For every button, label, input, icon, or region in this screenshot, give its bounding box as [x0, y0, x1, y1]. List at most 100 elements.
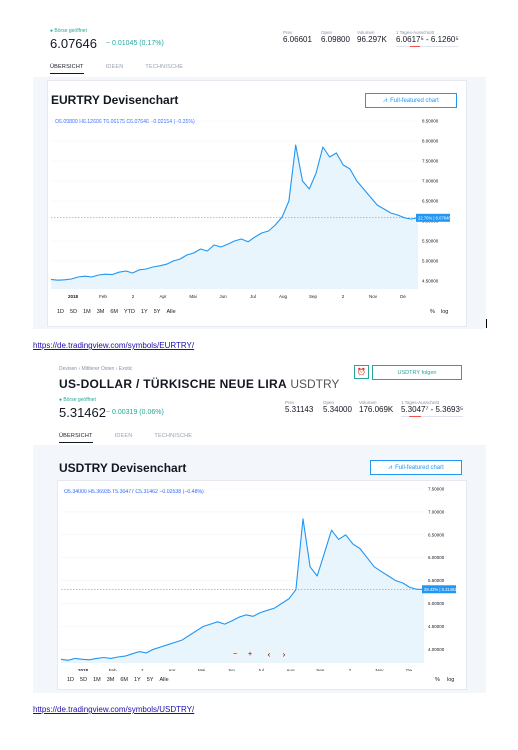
stat-value: 5.31143 [285, 405, 314, 414]
range-1d[interactable]: 1D [67, 677, 75, 683]
usd-chart-card: O5.34000 H5.36935 T5.30477 C5.31462 −0.0… [57, 480, 467, 690]
usd-chart-title: USDTRY Devisenchart [59, 461, 187, 475]
range-5d[interactable]: 5D [80, 677, 88, 683]
usd-range-selector: 1D 5D 1M 3M 6M 1Y 5Y Alle [67, 677, 169, 683]
chart-line-icon: ⩘ [388, 463, 393, 471]
data-point [220, 246, 221, 247]
data-point [234, 240, 235, 241]
data-point [89, 659, 90, 660]
tab-technical[interactable]: TECHNISCHE [154, 433, 193, 439]
range-3m[interactable]: 3M [96, 309, 105, 315]
data-point [352, 543, 353, 544]
range-all[interactable]: Alle [166, 309, 176, 315]
tab-ideas[interactable]: IDEEN [114, 433, 133, 439]
data-point [112, 274, 113, 275]
data-point [96, 658, 97, 659]
tab-technical[interactable]: TECHNISCHE [145, 64, 184, 70]
data-point [261, 232, 262, 233]
zoom-out-button[interactable]: − [230, 649, 240, 659]
x-tick-label: Apr [168, 668, 176, 671]
eurtry-link[interactable]: https://de.tradingview.com/symbols/EURTR… [33, 341, 195, 350]
data-point [64, 279, 65, 280]
y-tick-label: 7.00000 [428, 509, 445, 514]
series-line [60, 518, 424, 661]
data-point [117, 656, 118, 657]
data-point [253, 616, 254, 617]
data-point [132, 653, 133, 654]
full-featured-chart-button[interactable]: ⩘ Full-featured chart [370, 460, 462, 475]
eur-header: ● Börse geöffnet 6.07646 − 0.01045 (0.17… [50, 28, 470, 76]
x-tick-label: 2 [132, 294, 135, 299]
usd-stat-range: 1 Tages-Ausschnitt 5.3047⁷ - 5.3693⁵ [401, 400, 463, 417]
y-tick-label: 4.50000 [428, 624, 445, 629]
eur-ohlc-legend: O6.09800 H6.12606 T6.06175 C6.07646 −0.0… [55, 119, 195, 125]
data-point [159, 265, 160, 266]
data-point [125, 270, 126, 271]
data-point [274, 607, 275, 608]
range-1m[interactable]: 1M [83, 309, 91, 315]
tab-ideas[interactable]: IDEEN [105, 64, 124, 70]
eur-price-chart[interactable]: 8.500008.000007.500007.000006.500006.000… [48, 111, 466, 301]
data-point [363, 188, 364, 189]
y-tick-label: 8.00000 [422, 139, 439, 144]
data-point [322, 146, 323, 147]
data-point [167, 644, 168, 645]
x-tick-label: Nov [376, 668, 385, 671]
data-point [173, 260, 174, 261]
range-5y[interactable]: 5Y [146, 677, 154, 683]
data-point [174, 642, 175, 643]
data-point [57, 280, 58, 281]
data-point [317, 575, 318, 576]
x-tick-label: Mai [189, 294, 196, 299]
range-all[interactable]: Alle [159, 677, 169, 683]
x-tick-label: Jun [219, 294, 227, 299]
range-3m[interactable]: 3M [106, 677, 115, 683]
follow-button[interactable]: USDTRY folgen [372, 365, 462, 380]
range-1y[interactable]: 1Y [140, 309, 148, 315]
eur-tabs: ÜBERSICHT IDEEN TECHNISCHE [50, 64, 183, 74]
data-point [196, 630, 197, 631]
stat-value: 6.0617⁵ - 6.1260⁵ [396, 35, 459, 44]
tab-overview[interactable]: ÜBERSICHT [59, 433, 93, 443]
x-tick-label: Apr [159, 294, 167, 299]
data-point [329, 156, 330, 157]
range-1d[interactable]: 1D [57, 309, 65, 315]
range-ytd[interactable]: YTD [123, 309, 135, 315]
data-point [397, 214, 398, 215]
data-point [336, 152, 337, 153]
alarm-clock-icon[interactable]: ⏰ [354, 365, 369, 379]
full-featured-chart-button[interactable]: ⩘ Full-featured chart [365, 93, 457, 108]
usd-stat-prev: Prev 5.31143 [285, 400, 313, 414]
data-point [110, 658, 111, 659]
range-1y[interactable]: 1Y [133, 677, 141, 683]
usd-breadcrumb: Devisen › Mittlerer Osten › Exotic [59, 366, 133, 372]
y-tick-label: 6.50000 [422, 199, 439, 204]
data-point [84, 276, 85, 277]
usdtry-link[interactable]: https://de.tradingview.com/symbols/USDTR… [33, 705, 195, 714]
range-5y[interactable]: 5Y [153, 309, 161, 315]
range-1m[interactable]: 1M [93, 677, 101, 683]
data-point [166, 264, 167, 265]
scroll-right-button[interactable]: › [279, 649, 289, 659]
range-6m[interactable]: 6M [110, 309, 118, 315]
tab-overview[interactable]: ÜBERSICHT [50, 64, 84, 74]
percent-toggle[interactable]: % [430, 309, 435, 315]
x-tick-label: Jul [250, 294, 256, 299]
data-point [245, 614, 246, 615]
data-point [181, 640, 182, 641]
y-tick-label: 4.50000 [422, 279, 439, 284]
scroll-left-button[interactable]: ‹ [264, 649, 274, 659]
usd-price-chart[interactable]: 7.50000 7.00000 6.50000 6.00000 5.50000 5.000… [58, 481, 466, 671]
eur-change: − 0.01045 (0.17%) [106, 40, 164, 47]
log-toggle[interactable]: log [447, 677, 455, 683]
zoom-in-button[interactable]: + [245, 649, 255, 659]
y-tick-label: 7.50000 [422, 159, 439, 164]
y-tick-label: 8.50000 [422, 119, 439, 124]
range-6m[interactable]: 6M [120, 677, 128, 683]
log-toggle[interactable]: log [441, 309, 449, 315]
data-point [345, 534, 346, 535]
percent-toggle[interactable]: % [435, 677, 440, 683]
range-5d[interactable]: 5D [70, 309, 78, 315]
eur-stat-volume: Volumen 96.297K [357, 30, 387, 44]
data-point [260, 612, 261, 613]
